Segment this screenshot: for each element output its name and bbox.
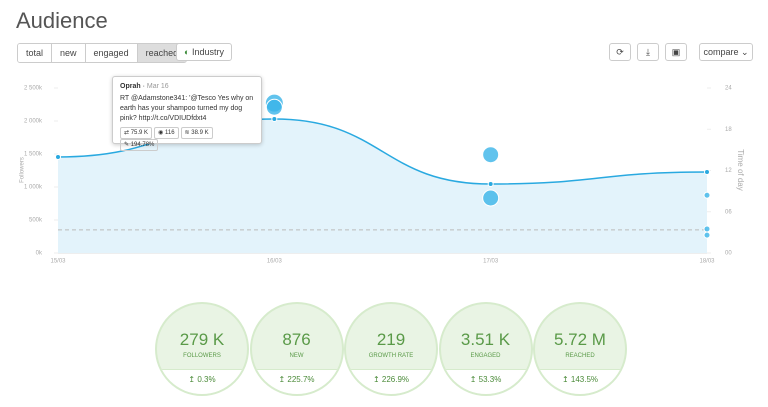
bubble [703,225,711,233]
page-title: Audience [16,8,108,33]
industry-toggle[interactable]: ◐ Industry [176,43,232,61]
refresh-button[interactable]: ⟳ [609,43,631,61]
point [55,153,61,160]
tooltip-stat-value: 38.9 K [191,130,209,136]
stat-card: 219 GROWTH RATE ↥ 226.9% [344,302,438,396]
x-tick-label: 16/03 [267,259,283,265]
stat-change: ↥ 226.9% [346,369,436,394]
tooltip-stat: ✎ 194.78% [120,139,159,151]
stat-value: 876 [282,330,311,349]
chart: 0k 500k 1 000k 1 500k 2 000k 2 500k 00 06 12 18 24… [20,86,745,265]
x-tick-label: 18/03 [699,259,715,265]
point [704,169,710,176]
tooltip-stat: ◉ 116 [154,127,179,139]
stat-change: ↥ 143.5% [535,369,625,394]
bubble [482,189,500,207]
stat-card: 279 K FOLLOWERS ↥ 0.3% [155,302,249,396]
y-tick-label: 500k [29,218,43,224]
stat-card: 5.72 M REACHED ↥ 143.5% [533,302,627,396]
tooltip-date: Mar 16 [146,83,169,90]
y-tick-label: 1 500k [24,152,43,158]
image-button[interactable]: ▣ [665,43,687,61]
stat-change-value: 0.3% [197,375,216,384]
tooltip: Oprah · Mar 16 RT @Adamstone341: '@Tesco… [112,76,262,151]
tooltip-stat-value: 194.78% [130,142,155,148]
stat-change-value: 53.3% [478,375,502,384]
tooltip-user: Oprah [120,83,141,90]
stat-change-value: 226.9% [381,375,410,384]
tab[interactable]: total [18,44,53,62]
y-tick-label: 2 500k [24,86,43,92]
stat-change-value: 225.7% [287,375,315,384]
tooltip-stat: ⇄ 75.9 K [120,127,153,139]
bubble [703,231,711,239]
tab[interactable]: new [52,44,86,62]
tab[interactable]: engaged [85,44,138,62]
y2-axis-label: Time of day [736,149,745,191]
stat-value: 219 [376,330,406,349]
point [271,116,278,123]
tooltip-stats: ⇄ 75.9 K ◉ 116 ≋ 38.9 K ✎ 194.78% [120,127,254,151]
stat-change-value: 143.5% [570,375,599,384]
tab-group: total new engaged reached [17,43,188,63]
industry-label: Industry [191,47,224,57]
compare-label: compare [703,47,739,57]
x-tick-label: 17/03 [483,259,499,265]
stat-card: 3.51 K ENGAGED ↥ 53.3% [438,302,533,396]
bubble [265,98,283,116]
stat-change: ↥ 0.3% [157,369,247,394]
y2-tick-label: 12 [725,168,732,174]
y-tick-label: 0k [36,251,43,257]
stat-label: ENGAGED [470,353,501,359]
stat-label: GROWTH RATE [368,353,414,359]
stat-change: ↥ 225.7% [251,369,342,394]
x-tick-label: 15/03 [50,259,66,265]
stat-value: 5.72 M [554,330,606,349]
stat-label: REACHED [565,353,595,359]
point [487,181,494,188]
y2-tick-label: 00 [725,251,732,257]
tooltip-stat-value: 116 [164,130,175,136]
compare-button[interactable]: compare ⌄ [699,43,753,61]
area [58,119,707,254]
bubble [703,191,711,199]
stat-value: 3.51 K [460,330,511,349]
stat-change: ↥ 53.3% [440,369,531,394]
tab[interactable]: reached [137,44,187,62]
tooltip-text: RT @Adamstone341: '@Tesco Yes why on ear… [120,95,254,122]
y2-tick-label: 18 [725,127,732,133]
y-tick-label: 2 000k [24,119,43,125]
y2-tick-label: 06 [725,209,732,215]
tooltip-stat-value: 75.9 K [130,130,149,136]
tooltip-stat: ≋ 38.9 K [180,127,213,139]
y-axis-label: Followers [20,157,26,183]
stat-label: FOLLOWERS [183,353,221,359]
stat-card: 876 NEW ↥ 225.7% [249,302,344,396]
bubble [482,146,500,164]
y-tick-label: 1 000k [24,185,43,191]
stat-label: NEW [289,353,304,359]
download-button[interactable]: ⤓ [637,43,659,61]
stat-value: 279 K [179,330,225,349]
y2-tick-label: 24 [725,86,732,92]
